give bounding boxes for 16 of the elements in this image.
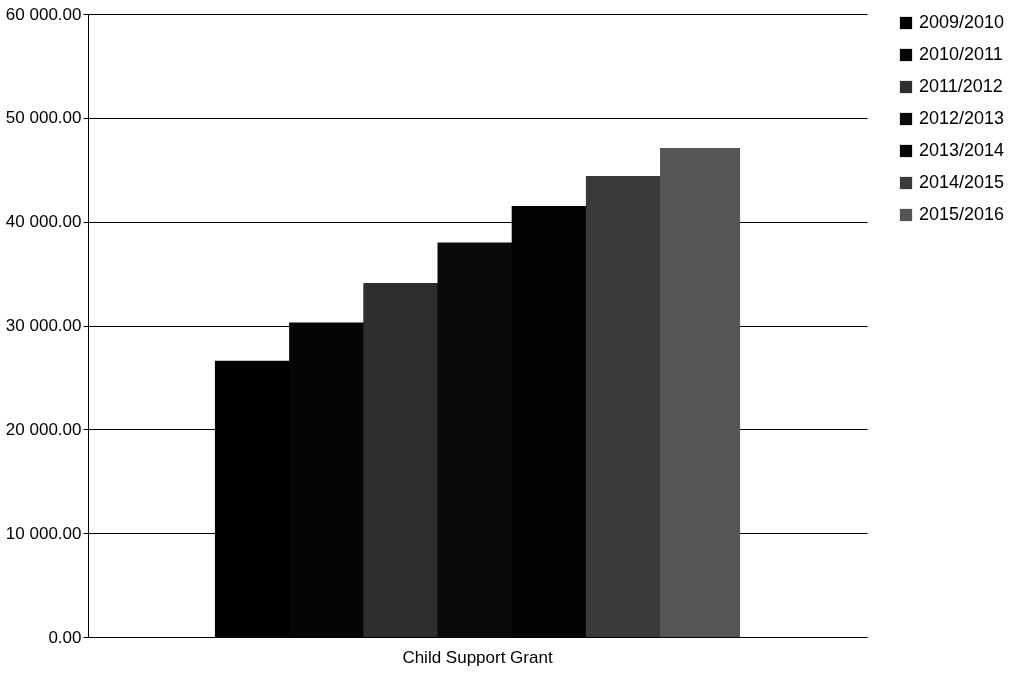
y-tick-label: 0.00 bbox=[48, 627, 82, 647]
y-tick-label: 10 000.00 bbox=[5, 523, 82, 543]
y-tick-label: 50 000.00 bbox=[5, 108, 82, 128]
legend-label: 2011/2012 bbox=[919, 76, 1003, 96]
legend-label: 2014/2015 bbox=[919, 172, 1005, 192]
bar bbox=[660, 147, 741, 637]
legend-label: 2010/2011 bbox=[919, 44, 1003, 64]
legend-label: 2013/2014 bbox=[919, 140, 1005, 160]
y-tick-label: 30 000.00 bbox=[5, 316, 82, 335]
y-tick-label: 40 000.00 bbox=[5, 212, 82, 232]
x-tick-label: Child Support Grant bbox=[402, 647, 553, 667]
legend-label: 2009/2010 bbox=[919, 12, 1005, 32]
y-tick-label: 20 000.00 bbox=[5, 419, 82, 439]
legend-label: 2015/2016 bbox=[919, 204, 1005, 224]
legend-label: 2012/2013 bbox=[919, 108, 1005, 128]
y-tick-label: 60 000.00 bbox=[5, 4, 82, 24]
